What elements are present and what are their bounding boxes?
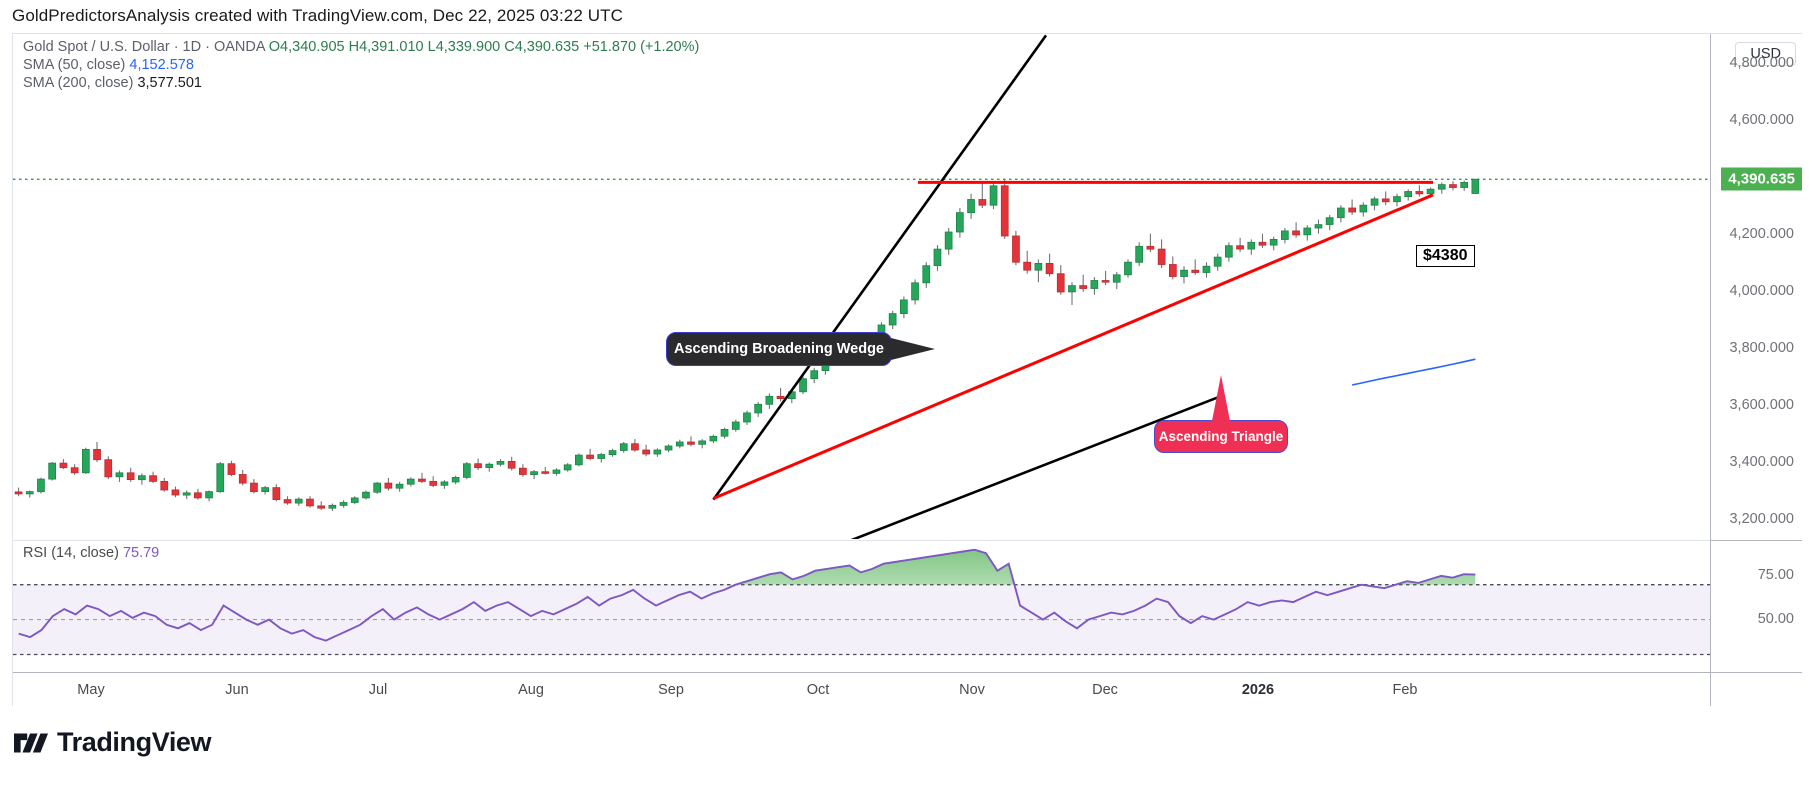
tradingview-logo-icon	[14, 731, 48, 755]
time-axis[interactable]: May Jun Jul Aug Sep Oct Nov Dec 2026 Feb	[13, 672, 1710, 706]
time-axis-tick: Jun	[225, 682, 249, 698]
annotation-ascending-triangle[interactable]: Ascending Triangle	[1154, 375, 1288, 453]
resistance-price-tag[interactable]: $4380	[1416, 245, 1475, 267]
price-axis-tick: 4,800.000	[1729, 54, 1794, 71]
annotation-ascending-broadening-wedge[interactable]: Ascending Broadening Wedge	[666, 332, 935, 366]
price-axis-tick: 4,200.000	[1729, 225, 1794, 242]
price-axis-tick: 4,600.000	[1729, 111, 1794, 128]
time-axis-tick: 2026	[1241, 682, 1275, 698]
price-pane[interactable]: Gold Spot / U.S. Dollar · 1D · OANDA O4,…	[13, 34, 1710, 539]
price-axis-tick: 3,200.000	[1729, 511, 1794, 527]
time-axis-tick: Sep	[658, 682, 684, 698]
axis-pane-separator	[1711, 540, 1802, 541]
time-axis-tick: Jul	[368, 682, 388, 698]
callout-tail-icon	[891, 338, 935, 360]
time-axis-tick: May	[77, 682, 105, 698]
tradingview-footer: TradingView	[14, 727, 212, 758]
last-price-badge: 4,390.635	[1721, 167, 1802, 191]
price-plot	[13, 34, 1710, 539]
chart-caption: GoldPredictorsAnalysis created with Trad…	[12, 6, 623, 25]
time-axis-tick: Dec	[1092, 682, 1118, 698]
annotation-triangle-label: Ascending Triangle	[1158, 429, 1284, 444]
time-axis-tick: Aug	[518, 682, 544, 698]
tradingview-brand-name: TradingView	[57, 727, 212, 757]
time-axis-tick: Nov	[959, 682, 985, 698]
rsi-axis-tick: 75.00	[1757, 566, 1794, 583]
rsi-axis-tick: 50.00	[1757, 610, 1794, 627]
annotation-wedge-label: Ascending Broadening Wedge	[673, 341, 884, 357]
price-axis-tick: 4,000.000	[1729, 282, 1794, 299]
price-axis-tick: 3,400.000	[1729, 454, 1794, 470]
chart-frame: Gold Spot / U.S. Dollar · 1D · OANDA O4,…	[12, 33, 1802, 706]
time-axis-tick: Feb	[1392, 682, 1418, 698]
rsi-plot	[13, 548, 1710, 656]
callout-pointer-icon	[1212, 375, 1230, 421]
rsi-pane[interactable]: RSI (14, close) 75.79	[13, 540, 1710, 671]
currency-chip[interactable]: USD	[1735, 42, 1796, 66]
price-axis-tick: 3,800.000	[1729, 339, 1794, 356]
price-axis[interactable]: USD 4,800.000 4,600.000 4,200.000 4,000.000…	[1710, 34, 1802, 706]
time-axis-tick: Oct	[806, 682, 830, 698]
price-axis-tick: 3,600.000	[1729, 396, 1794, 413]
axis-pane-separator	[1711, 672, 1802, 673]
